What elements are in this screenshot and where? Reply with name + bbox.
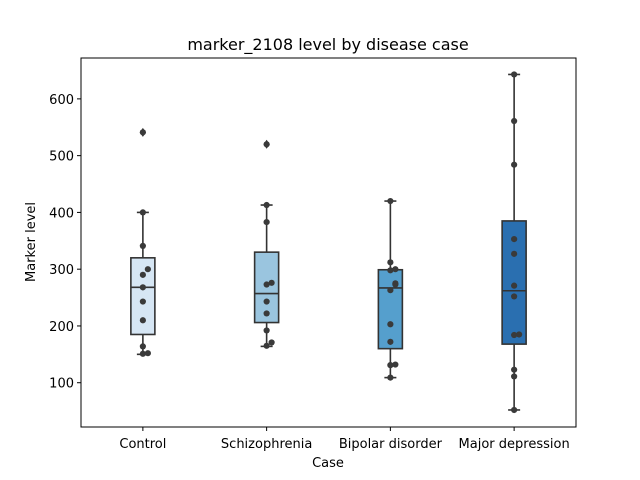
y-tick-label: 500 xyxy=(49,150,74,165)
data-point xyxy=(144,350,151,357)
data-point xyxy=(268,279,275,286)
data-point xyxy=(144,266,151,273)
x-tick-label: Major depression xyxy=(459,437,570,452)
data-point xyxy=(511,282,518,289)
data-point xyxy=(387,374,394,381)
boxes xyxy=(130,73,527,411)
y-tick-label: 300 xyxy=(49,263,74,278)
y-tick-label: 400 xyxy=(49,206,74,221)
data-point xyxy=(268,339,275,346)
data-point xyxy=(263,342,270,349)
data-point xyxy=(511,71,518,78)
data-point xyxy=(139,317,146,324)
data-point xyxy=(516,331,523,338)
chart-title: marker_2108 level by disease case xyxy=(187,35,468,55)
x-tick-label: Control xyxy=(119,437,166,452)
y-tick-label: 600 xyxy=(49,93,74,108)
box-body xyxy=(377,268,404,350)
x-axis-label: Case xyxy=(312,456,344,471)
data-point xyxy=(263,310,270,317)
y-axis-label: Marker level xyxy=(24,202,39,282)
data-point xyxy=(139,298,146,305)
data-point xyxy=(139,271,146,278)
data-point xyxy=(139,284,146,291)
data-point xyxy=(392,280,399,287)
data-point xyxy=(387,321,394,328)
data-point xyxy=(387,362,394,369)
data-point xyxy=(139,350,146,357)
y-tick-label: 200 xyxy=(49,320,74,335)
x-tick-label: Bipolar disorder xyxy=(339,437,443,452)
box-4 xyxy=(501,73,527,411)
data-point xyxy=(392,361,399,368)
data-point xyxy=(511,235,518,243)
x-tick-label: Schizophrenia xyxy=(221,437,312,452)
data-point xyxy=(511,373,518,380)
data-point xyxy=(511,406,518,414)
data-point xyxy=(511,161,518,168)
data-point xyxy=(139,242,146,250)
data-point xyxy=(263,201,270,209)
x-axis: Control Schizophrenia Bipolar disorder Majo… xyxy=(119,427,570,452)
data-point xyxy=(511,117,518,125)
data-point xyxy=(511,366,518,373)
data-point xyxy=(139,343,146,350)
data-point xyxy=(392,266,399,273)
data-point xyxy=(263,141,270,148)
data-point xyxy=(387,338,394,345)
data-point xyxy=(263,281,270,288)
data-point xyxy=(263,218,270,226)
data-point xyxy=(511,293,518,300)
data-point xyxy=(139,209,146,216)
data-point xyxy=(387,287,394,294)
data-point xyxy=(511,331,518,339)
data-point xyxy=(263,327,270,334)
data-point xyxy=(511,250,518,257)
data-point xyxy=(387,197,394,205)
data-point xyxy=(387,259,394,266)
y-axis: 100 200 300 400 500 600 xyxy=(49,93,81,392)
data-point xyxy=(263,298,270,305)
data-point xyxy=(139,129,146,136)
plot-area xyxy=(80,57,577,428)
y-tick-label: 100 xyxy=(49,377,74,392)
data-point xyxy=(387,267,394,274)
data-points xyxy=(139,71,523,414)
